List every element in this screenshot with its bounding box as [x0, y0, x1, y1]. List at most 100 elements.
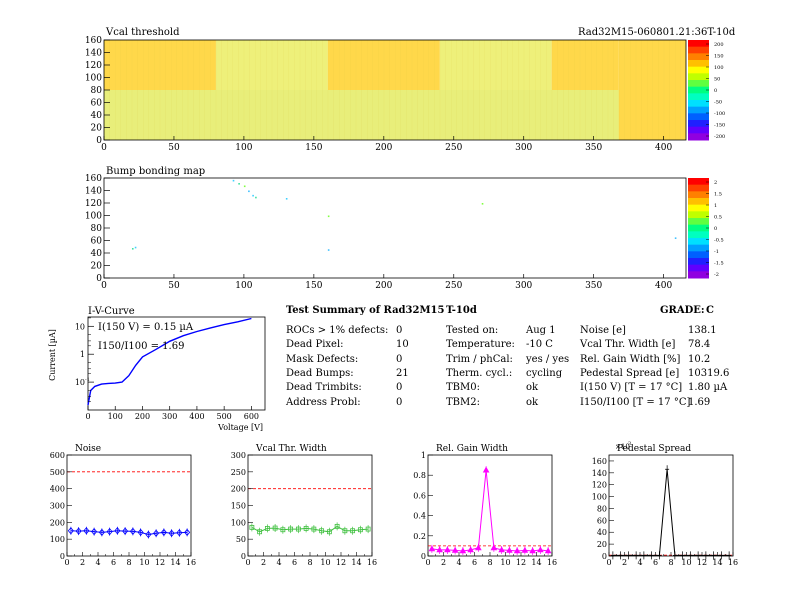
x-tick-label: 0: [101, 143, 107, 153]
summary-value: 1.69: [688, 396, 711, 408]
summary-value: 10.2: [688, 353, 711, 365]
x-tick-label: 250: [445, 281, 462, 291]
x-tick-label: 200: [135, 412, 150, 421]
bump-point: [327, 215, 330, 218]
x-tick-label: 400: [655, 143, 672, 153]
x-tick-label: 0: [101, 281, 107, 291]
x-tick-label: 500: [217, 412, 232, 421]
grade-label: GRADE:: [660, 305, 705, 316]
palette-cell: [688, 258, 709, 266]
x-tick-label: 100: [235, 281, 252, 291]
summary-label: Dead Bumps:: [286, 367, 354, 379]
summary-value: 78.4: [688, 339, 711, 351]
palette-cell: [688, 251, 709, 259]
data-point: [280, 527, 286, 533]
module-id: Rad32M15-060801.21:36T-10d: [578, 27, 736, 38]
summary-value: 0: [396, 353, 403, 365]
x-tick-label: 0: [64, 558, 69, 567]
heatmap-band: [327, 40, 440, 90]
x-tick-label: 14: [351, 558, 361, 567]
vcal-heatmap: 0 50 100 150 200 250 300 350 400 0 20 40 60 80 100 120 1…: [85, 36, 687, 153]
data-point: [303, 525, 309, 531]
palette-tick-label: -150: [714, 123, 725, 129]
y-tick-label: 150: [231, 502, 246, 511]
bump-point: [248, 190, 250, 193]
palette-cell: [688, 113, 709, 121]
x-tick-label: 16: [728, 558, 738, 567]
y-tick-label: 0.4: [413, 512, 426, 521]
x-tick-label: 350: [585, 143, 602, 153]
summary-label: Pedestal Spread [e]: [580, 367, 680, 379]
iv-xlabel: Voltage [V]: [217, 423, 263, 432]
y-tick-label: 0: [602, 552, 607, 561]
x-tick-label: 16: [547, 558, 557, 567]
palette-tick-label: 0: [714, 88, 717, 94]
palette-cell: [688, 80, 709, 88]
y-tick-label: 120: [592, 481, 607, 490]
summary-label: Address Probl:: [286, 396, 361, 408]
summary-title: Test Summary of Rad32M15: [286, 305, 445, 316]
y-tick-label: 60: [597, 516, 607, 525]
data-point: [482, 466, 490, 473]
x-tick-label: 150: [305, 281, 322, 291]
x-tick-label: 14: [712, 558, 722, 567]
y-tick-label: 10: [75, 322, 85, 331]
summary-value: 10319.6: [688, 367, 730, 379]
data-point: [176, 529, 183, 537]
data-point: [91, 527, 98, 536]
data-point: [67, 527, 74, 535]
iv-note-i150: I(150 V) = 0.15 µA: [98, 322, 194, 333]
x-tick-label: 2: [441, 558, 446, 567]
bump-point: [255, 196, 257, 199]
bump-palette: 2 1.5 1 0.5 0 -0.5 -1 -1.5 -2: [688, 178, 724, 279]
iv-ylabel: Current [µA]: [48, 329, 57, 381]
bump-point: [134, 246, 137, 249]
x-tick-label: 8: [126, 558, 131, 567]
x-tick-label: 4: [637, 558, 642, 567]
iv-title: I-V-Curve: [88, 306, 135, 317]
palette-cell: [688, 211, 709, 219]
graph-frame: [608, 454, 734, 557]
x-tick-label: 150: [305, 143, 322, 153]
data-point: [459, 547, 467, 554]
y-tick-label: 160: [592, 457, 607, 466]
y-tick-label: 1: [421, 451, 426, 460]
data-point: [506, 546, 513, 553]
heatmap-band: [215, 40, 328, 90]
summary-label: Vcal Thr. Width [e]: [580, 339, 676, 351]
summary-label: Temperature:: [446, 339, 515, 351]
iv-curve: [87, 317, 252, 406]
heatmap-band: [551, 40, 619, 90]
x-tick-label: 4: [95, 558, 100, 567]
data-point: [319, 528, 325, 534]
y-tick-label: 140: [592, 469, 607, 478]
x-tick-label: 200: [375, 281, 392, 291]
y-tick-exp: -1: [85, 377, 90, 383]
x-tick-label: 0: [425, 558, 430, 567]
summary-value: cycling: [526, 367, 563, 379]
x-tick-label: 16: [186, 558, 196, 567]
summary-value: 21: [396, 367, 409, 379]
data-point: [521, 546, 529, 553]
x-tick-label: 2: [80, 558, 85, 567]
bump-point: [238, 183, 240, 185]
data-point: [288, 526, 294, 532]
x-tick-label: 2: [622, 558, 627, 567]
summary-value: yes / yes: [526, 353, 570, 365]
y-tick-label: 160: [85, 36, 102, 46]
graph-title: Rel. Gain Width: [436, 444, 508, 454]
y-tick-label: 80: [597, 504, 607, 513]
palette-cell: [688, 86, 709, 94]
y-tick-label: 140: [85, 49, 102, 59]
x-tick-label: 8: [307, 558, 312, 567]
axis-exponent: ×10: [615, 443, 630, 451]
summary-subtitle: T-10d: [446, 305, 477, 316]
x-tick-label: 10: [500, 558, 510, 567]
palette-cell: [688, 100, 709, 108]
y-tick-label: 20: [597, 540, 607, 549]
y-tick-label: 0: [96, 136, 102, 146]
y-tick-label: 100: [592, 493, 607, 502]
x-tick-label: 300: [162, 412, 177, 421]
x-tick-label: 10: [139, 558, 149, 567]
